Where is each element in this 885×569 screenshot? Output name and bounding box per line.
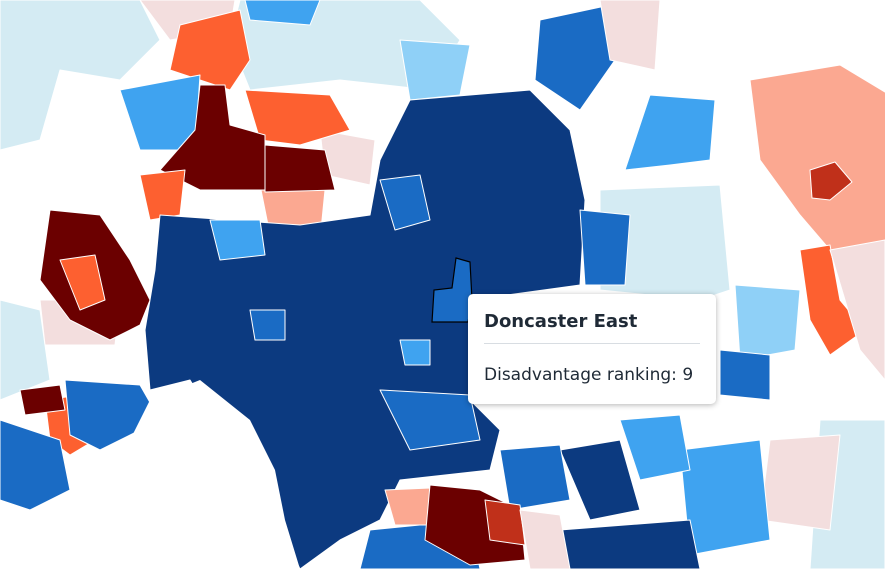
region[interactable] bbox=[399, 339, 431, 366]
region[interactable] bbox=[559, 519, 701, 569]
tooltip-text: Disadvantage ranking: 9 bbox=[484, 365, 694, 385]
region[interactable] bbox=[534, 4, 616, 111]
region[interactable] bbox=[399, 39, 471, 101]
region[interactable] bbox=[759, 434, 841, 531]
region[interactable] bbox=[719, 349, 771, 401]
region[interactable] bbox=[829, 239, 885, 381]
region[interactable] bbox=[64, 379, 161, 451]
region[interactable] bbox=[579, 209, 631, 286]
region[interactable] bbox=[0, 299, 51, 401]
bay bbox=[100, 380, 300, 569]
region[interactable] bbox=[169, 9, 251, 91]
region[interactable] bbox=[599, 0, 661, 71]
region[interactable] bbox=[519, 509, 571, 569]
region[interactable] bbox=[809, 161, 853, 201]
region[interactable] bbox=[379, 389, 481, 451]
region[interactable] bbox=[249, 309, 286, 341]
tooltip-title: Doncaster East bbox=[484, 311, 638, 332]
tooltip-divider bbox=[484, 343, 700, 344]
region[interactable] bbox=[749, 64, 885, 261]
region[interactable] bbox=[499, 444, 571, 511]
region[interactable] bbox=[244, 89, 351, 146]
region[interactable] bbox=[619, 414, 691, 481]
region[interactable] bbox=[19, 384, 66, 416]
tooltip: Doncaster East Disadvantage ranking: 9 bbox=[468, 294, 716, 404]
highlighted-region[interactable] bbox=[431, 257, 473, 323]
region[interactable] bbox=[624, 94, 716, 171]
region[interactable] bbox=[244, 0, 321, 26]
region[interactable] bbox=[0, 0, 161, 151]
region[interactable] bbox=[379, 174, 431, 231]
region[interactable] bbox=[559, 439, 641, 521]
region[interactable] bbox=[59, 254, 106, 311]
region[interactable] bbox=[0, 419, 71, 511]
region[interactable] bbox=[209, 219, 266, 261]
region[interactable] bbox=[734, 284, 801, 361]
region[interactable] bbox=[484, 499, 526, 546]
region[interactable] bbox=[139, 169, 186, 221]
region[interactable] bbox=[264, 144, 336, 193]
